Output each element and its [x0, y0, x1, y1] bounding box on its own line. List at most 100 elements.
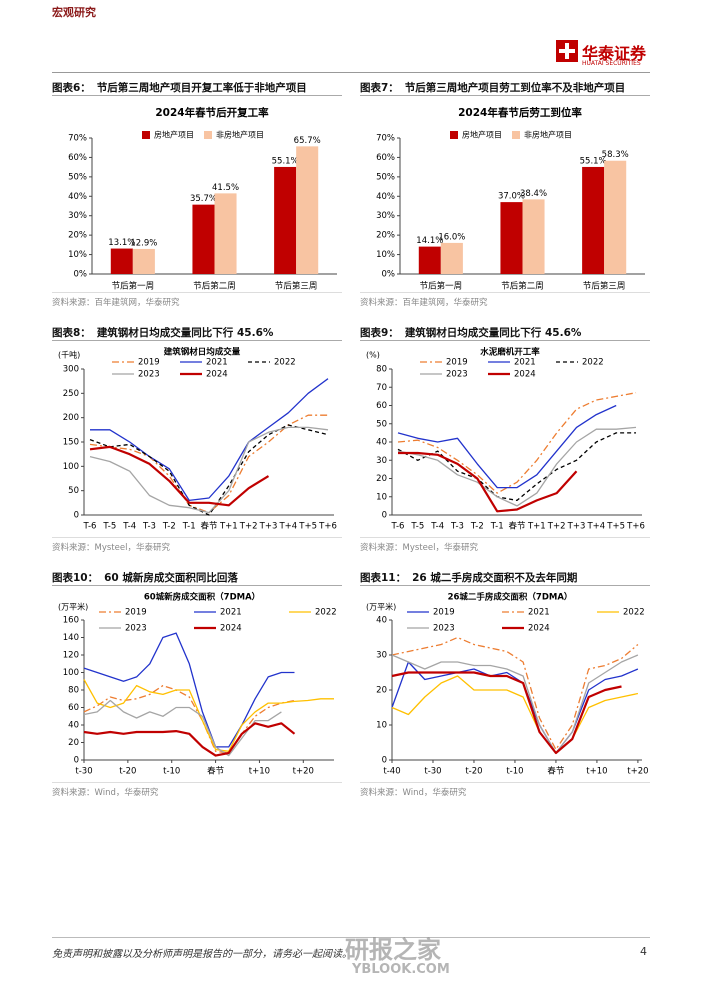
legend-label: 非房地产项目 — [524, 130, 572, 140]
x-tick-label: 节后第二周 — [193, 281, 236, 292]
x-tick-label: t-10 — [506, 767, 523, 777]
source-rule — [360, 292, 650, 293]
figure-caption: 图表10： 60 城新房成交面积同比回落 — [52, 570, 238, 585]
y-tick-label: 100 — [63, 668, 79, 678]
x-tick-label: T-6 — [83, 522, 97, 532]
series-line — [83, 632, 295, 748]
y-tick-label: 50% — [68, 172, 87, 182]
figure-caption: 图表6： 节后第三周地产项目开复工率低于非地产项目 — [52, 80, 307, 95]
y-tick-label: 40 — [68, 721, 79, 731]
caption-rule — [360, 340, 650, 341]
chart-title: 建筑钢材日均成交量 — [163, 347, 241, 358]
y-tick-label: 30% — [68, 211, 87, 221]
figure-label: 图表10： — [52, 572, 99, 584]
x-tick-label: T+4 — [586, 522, 605, 532]
x-tick-label: T-1 — [182, 522, 196, 532]
figure-label: 图表11： — [360, 572, 407, 584]
y-tick-label: 40 — [376, 438, 387, 448]
logo-subtext: HUATAI SECURITIES — [582, 60, 641, 67]
x-tick-label: t-30 — [424, 767, 441, 777]
y-tick-label: 60% — [68, 153, 87, 163]
y-tick-label: 250 — [63, 389, 79, 399]
y-tick-label: 30 — [376, 651, 387, 661]
x-tick-label: t-30 — [75, 767, 92, 777]
y-tick-label: 10% — [68, 250, 87, 260]
series-line — [83, 679, 334, 752]
figure-caption: 图表7： 节后第三周地产项目劳工到位率不及非地产项目 — [360, 80, 625, 95]
figure-title: 节后第三周地产项目开复工率低于非地产项目 — [96, 82, 307, 94]
legend-label: 2021 — [206, 358, 228, 368]
figure-caption: 图表8： 建筑钢材日均成交量同比下行 45.6% — [52, 325, 273, 340]
chart: 建筑钢材日均成交量 (千吨) 0 50 100 150 200 250 300 T-6 T-5 T-4… — [58, 347, 337, 532]
y-tick-label: 100 — [63, 462, 79, 472]
legend-swatch — [512, 131, 520, 139]
series-line — [89, 426, 329, 514]
y-tick-label: 20 — [376, 474, 387, 484]
chart: 60城新房成交面积（7DMA） (万平米) 0 20 40 60 80 100 120 140 16… — [58, 592, 337, 777]
bar-value-label: 35.7% — [190, 194, 217, 204]
bar — [296, 146, 319, 274]
chart: 2024年春节后劳工到位率 0% 10% 20% 30% 40% 50% 60% 70% 节后第一… — [376, 106, 645, 292]
legend-label: 2021 — [220, 608, 242, 618]
y-tick-label: 0% — [74, 270, 88, 280]
x-tick-label: T+6 — [318, 522, 337, 532]
x-tick-label: t-10 — [163, 767, 180, 777]
x-tick-label: T+3 — [567, 522, 586, 532]
series-line — [391, 675, 639, 754]
chart: 26城二手房成交面积（7DMA） (万平米) 0 10 20 30 40 t-40 t-30 t-… — [366, 592, 649, 777]
y-tick-label: 20 — [376, 686, 387, 696]
x-tick-label: T-2 — [162, 522, 176, 532]
y-tick-label: 30 — [376, 456, 387, 466]
y-tick-label: 30% — [376, 211, 395, 221]
x-tick-label: T-4 — [430, 522, 444, 532]
y-tick-label: 0 — [382, 511, 387, 521]
figure-label: 图表7： — [360, 82, 399, 94]
y-tick-label: 20% — [68, 231, 87, 241]
y-tick-label: 10 — [376, 492, 387, 502]
figure-caption: 图表9： 建筑钢材日均成交量同比下行 45.6% — [360, 325, 581, 340]
x-tick-label: T+2 — [239, 522, 258, 532]
page-number: 4 — [640, 945, 647, 958]
chart-title: 水泥磨机开工率 — [479, 347, 540, 358]
legend-label: 房地产项目 — [462, 130, 502, 140]
x-tick-label: T-3 — [450, 522, 464, 532]
legend-label: 2022 — [315, 608, 337, 618]
y-tick-label: 50 — [68, 486, 79, 496]
watermark-en: YBLOOK.COM — [352, 962, 450, 977]
figure-caption: 图表11： 26 城二手房成交面积不及去年同期 — [360, 570, 577, 585]
y-tick-label: 10 — [376, 721, 387, 731]
figure-title: 节后第三周地产项目劳工到位率不及非地产项目 — [404, 82, 626, 94]
legend-label: 2022 — [582, 358, 604, 368]
legend-label: 2021 — [528, 608, 550, 618]
caption-rule — [360, 95, 650, 96]
chart: 水泥磨机开工率 (%) 0 10 20 30 40 50 60 70 80 T-6 T-5 T-4 T-3 T… — [366, 347, 645, 532]
y-tick-label: 40% — [376, 192, 395, 202]
y-tick-label: 200 — [63, 413, 79, 423]
y-tick-label: 70% — [376, 134, 395, 144]
chart-title: 60城新房成交面积（7DMA） — [144, 592, 260, 603]
series-line — [397, 404, 617, 489]
footer-rule — [52, 937, 650, 938]
source-rule — [360, 782, 650, 783]
bar — [604, 160, 627, 274]
bar — [192, 204, 215, 274]
series-line — [89, 424, 329, 516]
y-tick-label: 0 — [74, 756, 79, 766]
x-tick-label: T+6 — [626, 522, 645, 532]
legend-swatch — [450, 131, 458, 139]
y-tick-label: 10% — [376, 250, 395, 260]
legend-label: 2023 — [125, 624, 147, 634]
x-tick-label: T-3 — [142, 522, 156, 532]
bar-value-label: 13.1% — [108, 238, 135, 248]
x-tick-label: T+1 — [527, 522, 546, 532]
x-tick-label: t+20 — [293, 767, 314, 777]
legend-label: 2022 — [623, 608, 645, 618]
bar — [274, 166, 297, 274]
x-tick-label: 春节 — [200, 521, 218, 532]
watermark: 研报之家 — [345, 936, 441, 964]
y-tick-label: 40% — [68, 192, 87, 202]
figure-source: 资料来源：Mysteel，华泰研究 — [52, 543, 170, 553]
legend-label: 2024 — [220, 624, 242, 634]
y-tick-label: 140 — [63, 633, 79, 643]
y-unit: (千吨) — [58, 350, 80, 360]
